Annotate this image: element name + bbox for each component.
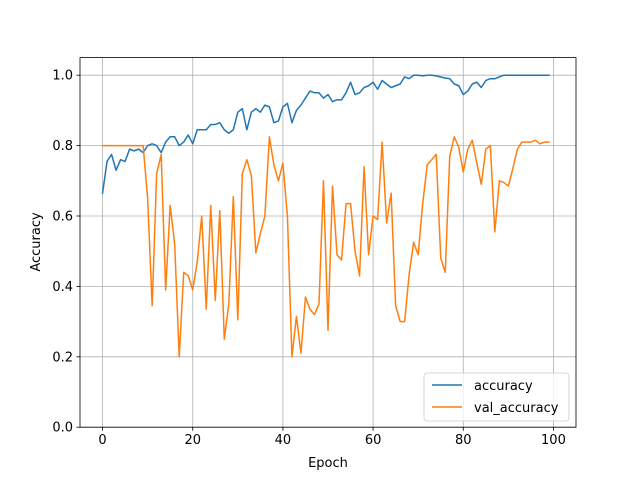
series-line-accuracy	[101, 74, 550, 194]
plot-frame	[79, 57, 577, 428]
axis-ticks: 0 20 40 60 80 100 0.0 0.2 0.4 0.6 0.8 1.0	[52, 69, 566, 449]
y-tick-label: 0.2	[52, 350, 73, 365]
y-tick-label: 0.6	[52, 210, 73, 225]
x-tick-label: 20	[184, 433, 201, 448]
y-tick-label: 0.8	[52, 139, 73, 154]
legend-label-val-accuracy: val_accuracy	[474, 401, 559, 416]
y-tick-label: 1.0	[52, 69, 73, 84]
legend-label-accuracy: accuracy	[474, 379, 533, 394]
x-tick-label: 80	[455, 433, 472, 448]
y-tick-label: 0.0	[52, 421, 73, 436]
x-tick-label: 100	[541, 433, 566, 448]
series-lines	[101, 74, 550, 358]
y-tick-label: 0.4	[52, 280, 73, 295]
series-line-val-accuracy	[101, 136, 550, 358]
x-tick-label: 0	[98, 433, 106, 448]
legend: accuracy val_accuracy	[423, 372, 570, 422]
x-tick-label: 60	[365, 433, 382, 448]
x-axis-label: Epoch	[308, 456, 348, 471]
y-axis-label: Accuracy	[29, 212, 44, 272]
x-tick-label: 40	[275, 433, 292, 448]
